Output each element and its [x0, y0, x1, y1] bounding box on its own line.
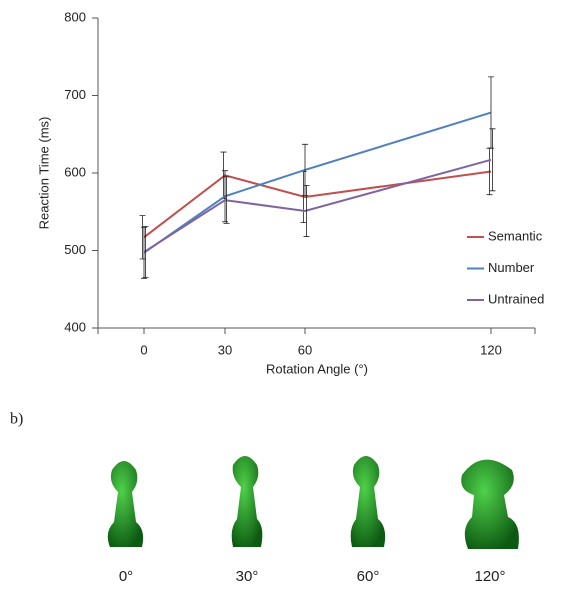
- image-caption: 60°: [357, 568, 380, 585]
- object-image: [350, 456, 386, 547]
- image-caption: 120°: [474, 568, 505, 585]
- error-bar: [222, 170, 228, 223]
- y-axis-label: Reaction Time (ms): [36, 117, 51, 230]
- legend-label: Untrained: [488, 291, 544, 306]
- image-caption: 30°: [236, 568, 259, 585]
- series-line: [143, 111, 492, 254]
- error-bar: [142, 226, 149, 279]
- x-tick-label: 120: [480, 342, 502, 357]
- error-bar: [141, 226, 147, 279]
- error-bar: [139, 215, 146, 260]
- y-tick-label: 700: [64, 87, 86, 102]
- panel-label: b): [10, 411, 23, 428]
- object-image: [107, 461, 144, 547]
- y-tick-label: 600: [64, 164, 86, 179]
- x-axis-label: Rotation Angle (°): [266, 361, 368, 376]
- legend-label: Semantic: [488, 228, 543, 243]
- object-image: [231, 456, 263, 547]
- series-line: [143, 158, 492, 253]
- y-tick-label: 800: [64, 9, 86, 24]
- error-bar: [302, 143, 308, 196]
- y-tick-label: 500: [64, 242, 86, 257]
- x-tick-label: 60: [298, 342, 312, 357]
- error-bar: [488, 76, 494, 149]
- legend-label: Number: [488, 260, 535, 275]
- object-images: [107, 456, 519, 549]
- error-bar: [489, 128, 496, 192]
- error-bar: [223, 176, 230, 224]
- error-bar: [303, 185, 310, 237]
- x-tick-label: 30: [218, 342, 232, 357]
- y-tick-label: 400: [64, 319, 86, 334]
- image-caption: 0°: [119, 568, 133, 585]
- series-line: [143, 170, 492, 239]
- object-image: [461, 459, 519, 549]
- x-tick-label: 0: [140, 342, 147, 357]
